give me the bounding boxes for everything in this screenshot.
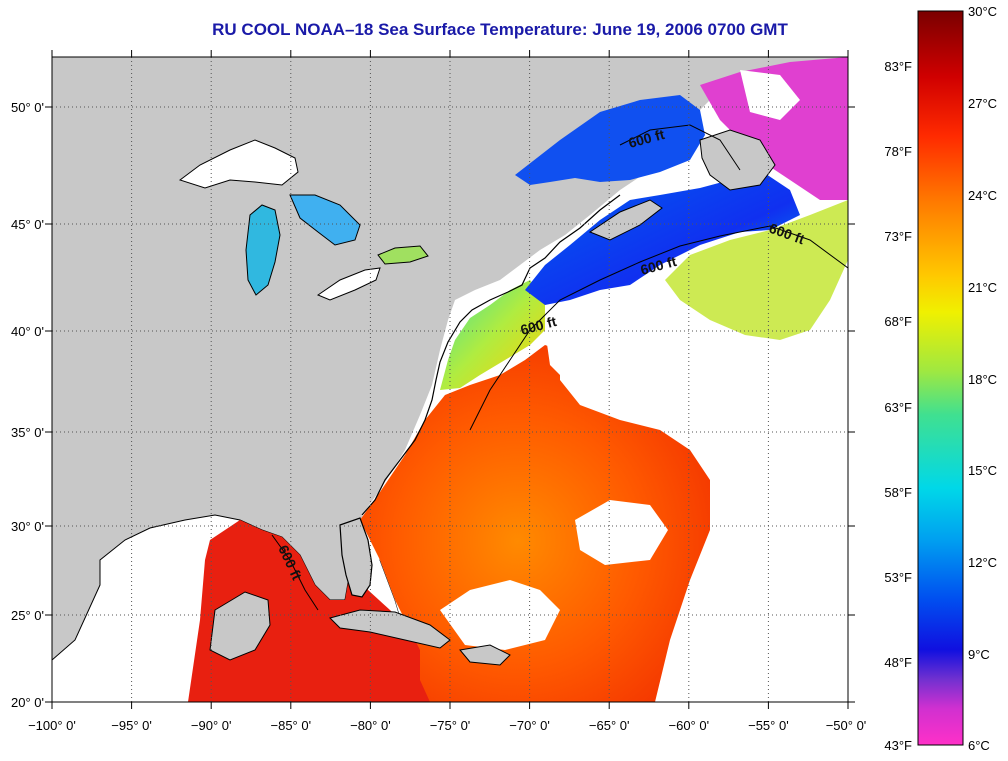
fahrenheit-label: 58°F [884, 485, 912, 500]
isobath-600ft [619, 124, 741, 171]
lon-axis: −100° 0' −95° 0' −90° 0' −85° 0' −80° 0'… [28, 718, 866, 733]
florida [339, 517, 373, 598]
lake-erie [316, 267, 381, 301]
lat-tick-label: 30° 0' [11, 519, 44, 534]
celsius-label: 18°C [968, 372, 997, 387]
cloud-patch [575, 500, 668, 565]
celsius-label: 15°C [968, 463, 997, 478]
axis-ticks [45, 50, 855, 709]
fahrenheit-label: 53°F [884, 570, 912, 585]
yucatan [209, 591, 271, 661]
gulf-warm-swath [188, 520, 440, 702]
colorbar-celsius-labels: 30°C 27°C 24°C 21°C 18°C 15°C 12°C 9°C 6… [968, 4, 997, 753]
lon-tick-label: −95° 0' [111, 718, 152, 733]
gulf-st-lawrence [515, 95, 705, 185]
lake-superior [178, 139, 299, 189]
fahrenheit-label: 43°F [884, 738, 912, 753]
lon-tick-label: −85° 0' [271, 718, 312, 733]
lon-tick-label: −50° 0' [826, 718, 867, 733]
nova-scotia [588, 199, 663, 241]
fahrenheit-label: 48°F [884, 655, 912, 670]
graticule [52, 57, 848, 702]
lat-tick-label: 20° 0' [11, 695, 44, 710]
labrador-cold [700, 57, 848, 200]
lat-tick-label: 50° 0' [11, 100, 44, 115]
lon-tick-label: −80° 0' [350, 718, 391, 733]
celsius-label: 27°C [968, 96, 997, 111]
celsius-label: 12°C [968, 555, 997, 570]
fahrenheit-label: 68°F [884, 314, 912, 329]
colorbar [917, 10, 964, 746]
lake-michigan [245, 204, 281, 296]
us-east-coast [361, 194, 621, 516]
lat-tick-label: 40° 0' [11, 324, 44, 339]
fahrenheit-label: 78°F [884, 144, 912, 159]
lake-ontario [377, 245, 429, 265]
celsius-label: 24°C [968, 188, 997, 203]
lon-tick-label: −70° 0' [509, 718, 550, 733]
lake-huron [289, 194, 361, 246]
newfoundland [699, 129, 776, 191]
lon-tick-label: −100° 0' [28, 718, 76, 733]
cold-water-north [525, 170, 800, 305]
lon-tick-label: −90° 0' [191, 718, 232, 733]
isobath-600ft [271, 225, 848, 611]
cloud-patch [545, 320, 670, 395]
lat-tick-label: 45° 0' [11, 217, 44, 232]
shelf-water [440, 280, 545, 390]
map-title: RU COOL NOAA–18 Sea Surface Temperature:… [212, 20, 788, 39]
lat-axis: 50° 0' 45° 0' 40° 0' 35° 0' 30° 0' 25° 0… [11, 100, 44, 710]
celsius-label: 9°C [968, 647, 990, 662]
colorbar-fahrenheit-labels: 83°F 78°F 73°F 68°F 63°F 58°F 53°F 48°F … [884, 59, 912, 753]
lon-tick-label: −75° 0' [430, 718, 471, 733]
open-ocean-mixed [665, 200, 848, 340]
cuba [329, 609, 451, 649]
fahrenheit-label: 83°F [884, 59, 912, 74]
celsius-label: 6°C [968, 738, 990, 753]
lat-tick-label: 25° 0' [11, 608, 44, 623]
hispaniola [459, 644, 511, 666]
lon-tick-label: −60° 0' [669, 718, 710, 733]
celsius-label: 21°C [968, 280, 997, 295]
lat-tick-label: 35° 0' [11, 425, 44, 440]
fahrenheit-label: 63°F [884, 400, 912, 415]
lon-tick-label: −65° 0' [589, 718, 630, 733]
celsius-label: 30°C [968, 4, 997, 19]
lon-tick-label: −55° 0' [748, 718, 789, 733]
fahrenheit-label: 73°F [884, 229, 912, 244]
